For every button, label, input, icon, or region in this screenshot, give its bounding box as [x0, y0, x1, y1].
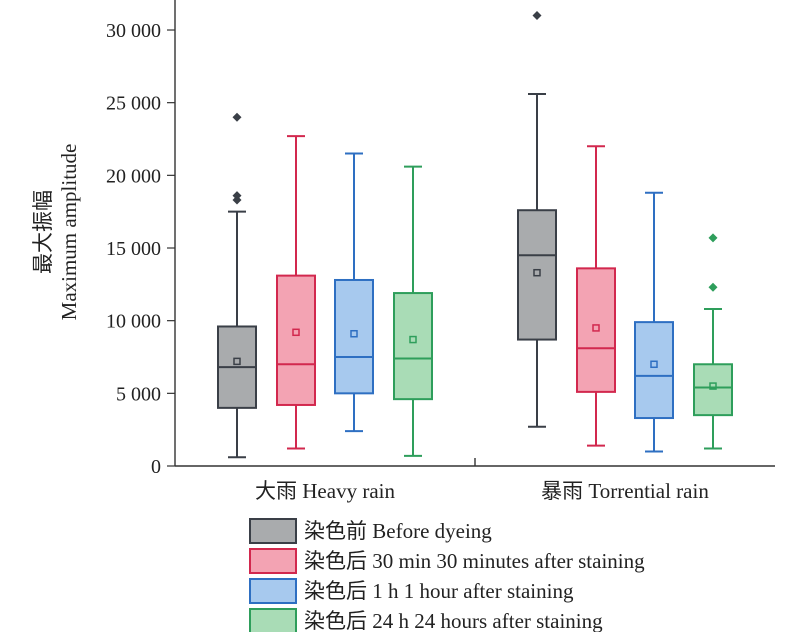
y-tick-label: 5 000: [116, 383, 161, 405]
outlier-point: [708, 282, 718, 292]
mean-marker: [709, 382, 717, 390]
legend-label: 染色前 Before dyeing: [304, 519, 492, 543]
box-s1-c0: [276, 135, 316, 450]
y-tick-label: 15 000: [106, 238, 161, 260]
box-s0-c0: [217, 112, 257, 459]
mean-marker: [533, 268, 541, 277]
mean-marker: [592, 324, 600, 332]
mean-marker: [650, 360, 658, 369]
box-s3-c1: [693, 233, 733, 450]
legend-swatch: [249, 608, 297, 632]
box-iqr: [634, 321, 674, 420]
box-iqr: [393, 292, 433, 401]
box-s1-c1: [576, 145, 616, 447]
mean-marker: [409, 335, 417, 344]
legend-swatch: [249, 548, 297, 574]
y-axis-title-cn: 最大振幅: [31, 190, 55, 274]
outlier-point: [232, 112, 242, 122]
y-axis-title: 最大振幅 Maximum amplitude: [31, 144, 81, 321]
box-iqr: [276, 274, 316, 406]
y-tick-label: 10 000: [106, 311, 161, 333]
mean-marker: [233, 357, 241, 366]
box-plot-series: [217, 10, 733, 459]
legend-swatch: [249, 578, 297, 604]
outlier-point: [232, 191, 242, 201]
axes: [174, 0, 775, 467]
mean-marker: [292, 328, 300, 337]
outlier-point: [708, 233, 718, 243]
box-iqr: [576, 267, 616, 393]
y-axis-ticks: 0 5 000 10 000 15 000 20 000 25 000 30 000: [106, 20, 175, 478]
y-axis-title-en: Maximum amplitude: [57, 144, 81, 321]
box-s3-c0: [393, 165, 433, 457]
x-category-label: 暴雨 Torrential rain: [541, 479, 709, 503]
mean-marker: [350, 329, 358, 338]
box-iqr: [517, 209, 557, 341]
box-s0-c1: [517, 10, 557, 428]
legend-label: 染色后 1 h 1 hour after staining: [304, 579, 574, 603]
x-category-label: 大雨 Heavy rain: [255, 479, 395, 503]
y-tick-label: 25 000: [106, 93, 161, 115]
y-tick-label: 0: [151, 456, 161, 478]
legend-label: 染色后 30 min 30 minutes after staining: [304, 549, 645, 573]
legend-swatch: [249, 518, 297, 544]
legend: 染色前 Before dyeing 染色后 30 min 30 minutes a…: [249, 518, 645, 632]
y-tick-label: 30 000: [106, 20, 161, 42]
outlier-point: [532, 10, 542, 20]
box-s2-c0: [334, 152, 374, 433]
y-tick-label: 20 000: [106, 165, 161, 187]
box-s2-c1: [634, 191, 674, 453]
x-axis-categories: 大雨 Heavy rain 暴雨 Torrential rain: [255, 479, 709, 503]
legend-label: 染色后 24 h 24 hours after staining: [304, 609, 603, 632]
